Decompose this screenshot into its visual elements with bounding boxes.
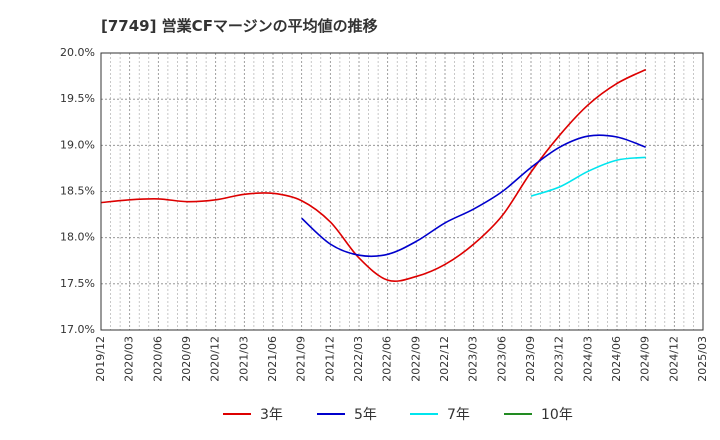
x-tick-label: 2023/09 [524,336,537,382]
y-tick-label: 17.0% [60,323,95,336]
x-tick-label: 2022/09 [409,336,422,382]
y-tick-label: 17.5% [60,277,95,290]
series-line-3 [530,156,646,197]
chart-title: [7749] 営業CFマージンの平均値の推移 [101,17,378,35]
x-tick-label: 2021/06 [266,336,279,382]
plot-border [100,52,704,331]
legend: 3年 5年 7年 10年 [223,407,573,423]
y-tick-label: 19.0% [60,138,95,151]
x-tick-label: 2025/03 [696,336,709,382]
x-tick-label: 2023/12 [553,336,566,382]
x-tick-label: 2020/09 [180,336,193,382]
legend-label-1: 3年 [260,407,283,423]
axis-layer: 2019/12 2020/03 2020/06 2020/09 2020/12 2021/… [60,46,709,382]
x-tick-label: 2023/06 [495,336,508,382]
x-tick-label: 2024/06 [610,336,623,382]
y-tick-label: 19.5% [60,92,95,105]
legend-label-4: 10年 [541,407,573,423]
x-tick-label: 2022/12 [438,336,451,382]
x-tick-label: 2020/03 [123,336,136,382]
series-line-2 [301,134,646,258]
y-tick-label: 20.0% [60,46,95,59]
x-tick-label: 2022/06 [381,336,394,382]
x-tick-label: 2020/06 [151,336,164,382]
grid [100,52,704,331]
x-tick-label: 2024/03 [581,336,594,382]
series-layer [100,68,647,283]
x-tick-label: 2020/12 [209,336,222,382]
legend-label-2: 5年 [354,407,377,423]
series-line-1 [100,68,647,283]
y-tick-label: 18.5% [60,185,95,198]
x-tick-label: 2021/09 [295,336,308,382]
legend-label-3: 7年 [447,407,470,423]
x-tick-label: 2024/09 [639,336,652,382]
x-tick-label: 2024/12 [667,336,680,382]
x-tick-label: 2021/03 [237,336,250,382]
x-tick-label: 2022/03 [352,336,365,382]
y-tick-label: 18.0% [60,231,95,244]
x-tick-label: 2021/12 [323,336,336,382]
x-tick-label: 2023/03 [467,336,480,382]
x-tick-label: 2019/12 [94,336,107,382]
